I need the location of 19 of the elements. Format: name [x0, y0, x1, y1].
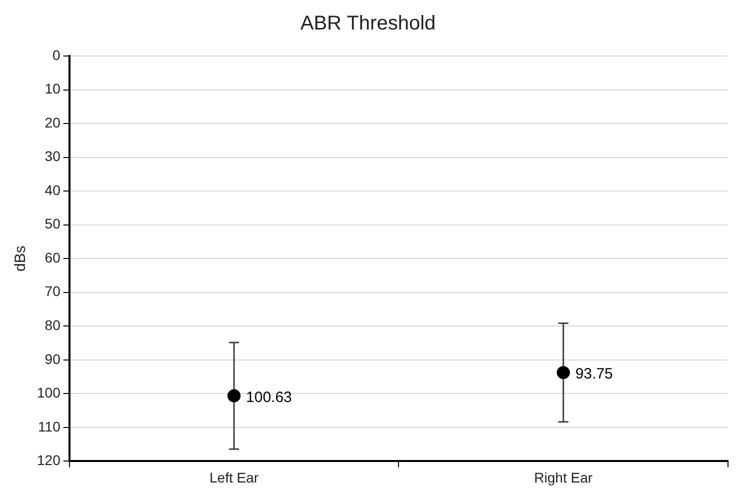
data-label: 100.63: [246, 388, 292, 406]
y-tick-label: 120: [37, 452, 61, 468]
y-tick-label: 30: [44, 148, 61, 164]
y-tick-label: 0: [52, 46, 61, 63]
y-tick-label: 60: [44, 249, 61, 266]
y-tick-label: 70: [44, 283, 61, 300]
x-tick-label: Left Ear: [210, 469, 259, 486]
y-tick-label: 10: [44, 80, 61, 97]
chart-title: ABR Threshold: [300, 12, 436, 35]
y-tick-label: 40: [44, 182, 61, 198]
y-tick-label: 50: [44, 216, 61, 232]
data-label: 93.75: [575, 366, 613, 383]
y-tick-label: 90: [44, 350, 61, 367]
y-tick-label: 20: [44, 114, 61, 130]
x-tick-label: Right Ear: [534, 469, 593, 486]
y-tick-label: 100: [37, 384, 61, 401]
y-tick-label: 110: [38, 418, 61, 434]
y-axis-title: dBs: [12, 246, 30, 272]
y-tick-label: 80: [44, 316, 61, 333]
